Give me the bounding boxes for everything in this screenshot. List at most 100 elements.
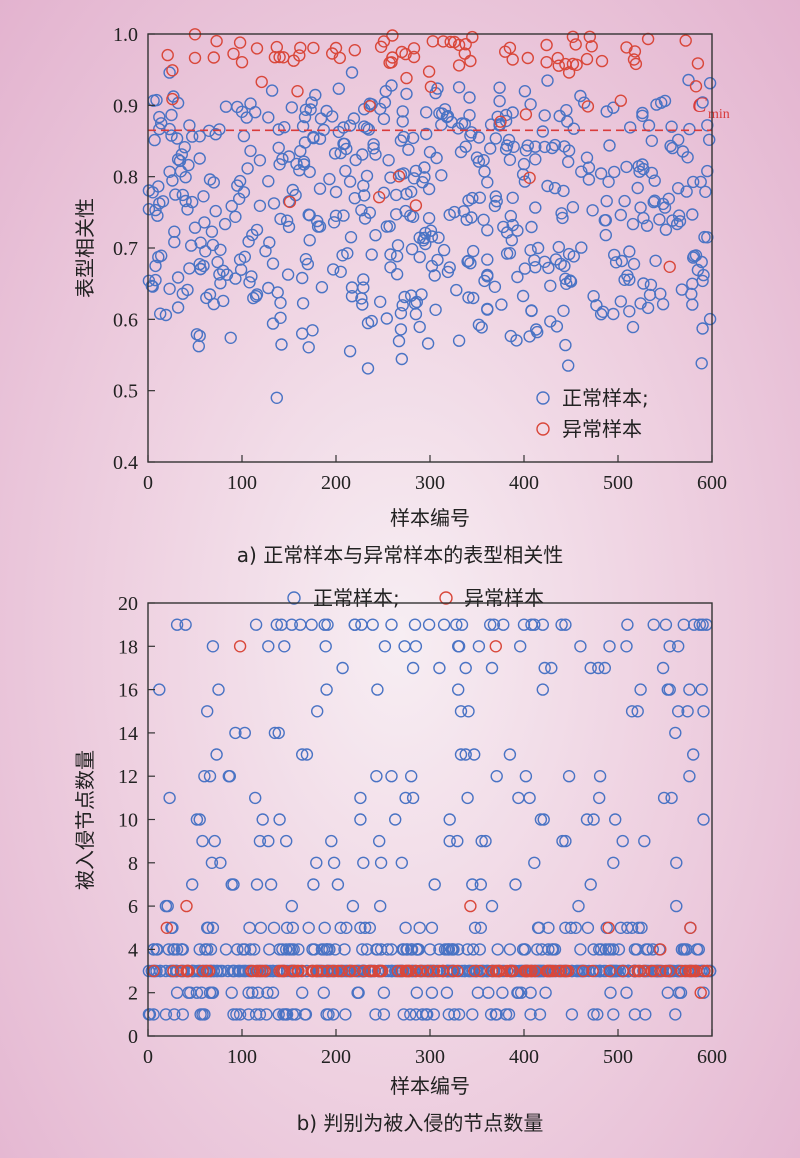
data-point-normal <box>266 986 280 999</box>
data-point-normal <box>519 770 533 783</box>
data-point-normal <box>253 154 267 167</box>
data-point-abnormal <box>577 964 590 978</box>
data-point-normal <box>467 943 480 956</box>
data-point-normal <box>473 943 486 956</box>
chart-a-y-axis-label: 表型相关性 <box>73 198 97 298</box>
data-point-normal <box>511 270 524 284</box>
data-point-normal <box>181 203 194 216</box>
data-point-normal <box>410 295 423 309</box>
data-point-abnormal <box>595 54 609 68</box>
data-point-normal <box>385 943 398 956</box>
data-point-normal <box>687 251 700 264</box>
data-point-normal <box>397 1008 410 1021</box>
data-point-normal <box>302 341 315 354</box>
data-point-normal <box>489 190 502 203</box>
data-point-normal <box>286 921 299 934</box>
chart-b-x-tick-label: 500 <box>603 1046 633 1068</box>
data-point-normal <box>618 194 631 208</box>
data-point-normal <box>587 813 600 826</box>
data-point-abnormal <box>424 80 438 94</box>
data-point-abnormal <box>519 108 533 121</box>
data-point-abnormal <box>466 30 479 44</box>
data-point-normal <box>525 304 538 317</box>
data-point-normal <box>296 297 310 310</box>
chart-b: 正常样本; 异常样本 0 100 200 300 400 500 600 0 2 4 6 8 10 12 1… <box>73 586 727 1135</box>
data-point-abnormal <box>689 964 703 978</box>
data-point-normal <box>317 943 330 956</box>
data-point-abnormal <box>207 51 221 64</box>
data-point-abnormal <box>694 986 707 999</box>
data-point-normal <box>569 921 582 934</box>
data-point-abnormal <box>233 640 247 653</box>
data-point-normal <box>358 921 372 934</box>
data-point-normal <box>338 137 351 151</box>
data-point-normal <box>485 661 499 675</box>
data-point-normal <box>399 791 412 805</box>
chart-a-x-tick-label: 200 <box>321 472 351 494</box>
data-point-normal <box>299 1008 313 1021</box>
data-point-normal <box>696 96 709 109</box>
data-point-normal <box>274 212 287 226</box>
data-point-normal <box>200 705 214 718</box>
data-point-normal <box>311 214 324 228</box>
data-point-normal <box>193 130 206 143</box>
data-point-abnormal <box>415 964 428 978</box>
chart-b-y-tick-label: 4 <box>128 939 138 961</box>
data-point-normal <box>263 236 276 249</box>
data-point-normal <box>425 986 439 999</box>
data-point-normal <box>687 618 701 631</box>
data-point-normal <box>607 307 620 321</box>
data-point-normal <box>203 770 217 783</box>
data-point-normal <box>366 618 379 631</box>
data-point-normal <box>564 921 578 934</box>
data-point-normal <box>703 133 716 147</box>
data-point-normal <box>548 138 562 152</box>
data-point-normal <box>638 834 651 848</box>
data-point-normal <box>245 270 258 283</box>
data-point-normal <box>672 133 685 147</box>
data-point-normal <box>693 618 706 631</box>
data-point-normal <box>216 264 230 277</box>
data-point-normal <box>409 640 423 653</box>
data-point-normal <box>378 96 392 109</box>
data-point-normal <box>574 640 587 653</box>
chart-b-caption: b) 判别为被入侵的节点数量 <box>297 1111 544 1135</box>
data-point-normal <box>452 334 466 347</box>
data-point-abnormal <box>583 30 596 43</box>
data-point-normal <box>443 834 456 848</box>
data-point-normal <box>675 943 689 956</box>
data-point-normal <box>593 770 607 783</box>
chart-a-legend: 正常样本; 异常样本 <box>536 386 649 441</box>
data-point-normal <box>580 151 594 164</box>
data-point-abnormal <box>679 964 692 978</box>
chart-b-y-tick-label: 8 <box>128 853 138 875</box>
data-point-abnormal <box>560 964 573 978</box>
data-point-normal <box>199 245 212 258</box>
data-point-abnormal <box>691 57 705 70</box>
data-point-normal <box>406 661 420 675</box>
data-point-normal <box>496 986 509 999</box>
data-point-normal <box>365 248 378 261</box>
data-point-normal <box>695 357 708 370</box>
data-point-normal <box>506 218 519 232</box>
data-point-normal <box>196 834 209 848</box>
chart-b-x-axis-label: 样本编号 <box>390 1074 470 1098</box>
data-point-normal <box>703 76 717 90</box>
data-point-normal <box>472 131 486 144</box>
data-point-normal <box>637 277 650 290</box>
data-point-normal <box>296 327 309 340</box>
data-point-normal <box>484 1008 498 1021</box>
data-point-normal <box>280 1008 294 1021</box>
data-point-normal <box>534 813 548 826</box>
data-point-abnormal <box>603 964 616 978</box>
data-point-normal <box>413 921 426 934</box>
chart-a-y-tick-label: 1.0 <box>113 24 138 46</box>
data-point-normal <box>399 921 412 934</box>
data-point-abnormal <box>452 59 466 72</box>
data-point-normal <box>275 338 288 351</box>
data-point-normal <box>603 139 616 152</box>
data-point-normal <box>242 235 255 248</box>
data-point-normal <box>422 618 436 631</box>
data-point-normal <box>531 241 545 255</box>
data-point-abnormal <box>364 964 377 978</box>
